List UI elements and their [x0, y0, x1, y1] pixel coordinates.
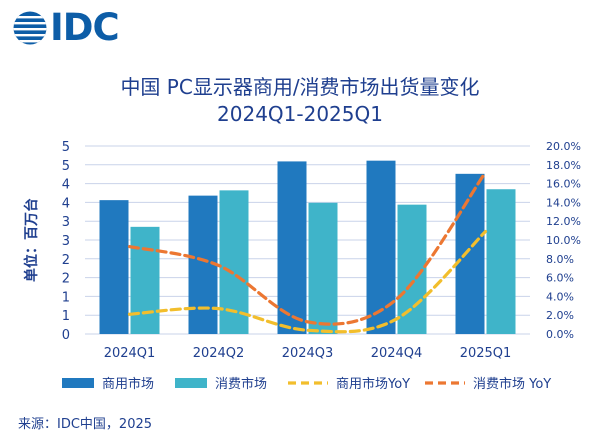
- right-axis-tick-label: 2.0%: [546, 309, 574, 322]
- x-axis-tick-label: 2025Q1: [460, 346, 512, 361]
- right-axis-tick-label: 12.0%: [546, 215, 581, 228]
- legend-swatch: [62, 378, 94, 388]
- line-commercial-yoy: [127, 229, 488, 334]
- legend-swatch: [175, 378, 207, 388]
- y-axis-label: 单位：百万台: [23, 198, 40, 282]
- right-axis-tick-label: 8.0%: [546, 253, 574, 266]
- source-note: 来源：IDC中国，2025: [18, 417, 153, 432]
- left-axis-tick-label: 4: [62, 178, 70, 193]
- legend-label: 商用市场YoY: [336, 376, 410, 392]
- chart-title: 中国 PC显示器商用/消费市场出货量变化: [120, 75, 480, 99]
- left-axis-tick-label: 3: [62, 215, 70, 230]
- left-axis-tick-label: 2: [62, 253, 70, 268]
- bar-commercial: [188, 195, 218, 334]
- right-axis-tick-label: 14.0%: [546, 196, 581, 209]
- left-axis-tick-label: 1: [62, 290, 70, 305]
- right-axis-tick-label: 0.0%: [546, 328, 574, 341]
- bar-commercial: [277, 161, 307, 334]
- idc-logo-text: IDC: [50, 6, 120, 49]
- right-axis-tick-label: 4.0%: [546, 290, 574, 303]
- left-axis-tick-label: 2: [62, 272, 70, 287]
- left-axis-tick-label: 5: [62, 140, 70, 155]
- right-axis-tick-label: 18.0%: [546, 159, 581, 172]
- right-axis-tick-label: 20.0%: [546, 140, 581, 153]
- bar-commercial: [99, 200, 129, 334]
- globe-stripes-icon: [13, 11, 47, 45]
- x-axis-tick-label: 2024Q2: [193, 346, 245, 361]
- legend-label: 消费市场: [215, 376, 267, 392]
- bar-commercial: [455, 173, 485, 334]
- x-axis-tick-label: 2024Q4: [371, 346, 423, 361]
- legend-label: 商用市场: [102, 376, 154, 392]
- left-axis-tick-label: 0: [62, 328, 70, 343]
- right-axis-tick-label: 16.0%: [546, 178, 581, 191]
- x-axis-tick-label: 2024Q3: [282, 346, 334, 361]
- bar-consumer: [308, 202, 338, 334]
- left-axis-tick-label: 3: [62, 234, 70, 249]
- line-consumer-yoy: [127, 170, 488, 326]
- right-axis-tick-label: 10.0%: [546, 234, 581, 247]
- x-axis-tick-label: 2024Q1: [104, 346, 156, 361]
- chart-subtitle: 2024Q1-2025Q1: [217, 102, 383, 126]
- bar-consumer: [130, 226, 160, 334]
- bar-consumer: [486, 189, 516, 334]
- left-axis-tick-label: 1: [62, 309, 70, 324]
- left-axis-tick-label: 5: [62, 159, 70, 174]
- legend-label: 消费市场 YoY: [473, 376, 551, 392]
- right-axis-tick-label: 6.0%: [546, 272, 574, 285]
- left-axis-tick-label: 4: [62, 196, 70, 211]
- bar-commercial: [366, 160, 396, 334]
- idc-logo: [12, 10, 48, 50]
